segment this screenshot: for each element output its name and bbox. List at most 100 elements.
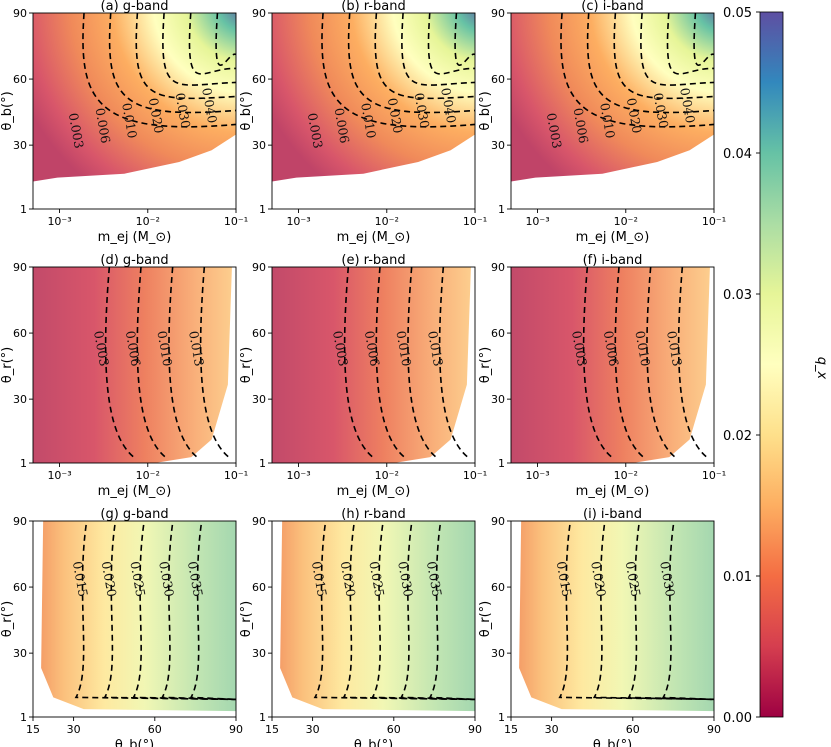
y-tick-label: 30: [252, 139, 266, 152]
x-axis-label: m_ej (M_⊙): [337, 484, 411, 499]
y-tick-label: 90: [13, 261, 27, 274]
no-data-region: [33, 134, 236, 209]
contour-line: [666, 12, 715, 75]
contour-line: [199, 266, 230, 458]
contour-line: [162, 12, 237, 86]
contour-line: [677, 266, 708, 458]
x-tick-label: 60: [626, 723, 640, 736]
y-tick-label: 1: [20, 203, 27, 216]
contour-label: 0.010: [358, 102, 379, 140]
heatmap-field: [272, 521, 475, 717]
x-tick-label: 10⁻³: [286, 215, 310, 228]
y-tick-label: 60: [252, 581, 266, 594]
contour-line: [613, 12, 715, 100]
contour-label: 0.025: [127, 560, 148, 598]
contour-line: [560, 12, 715, 128]
x-tick-label: 10⁻²: [614, 215, 638, 228]
no-data-region: [272, 521, 475, 717]
contour-line: [375, 266, 405, 458]
x-tick-label: 30: [306, 723, 320, 736]
y-tick-label: 30: [491, 139, 505, 152]
colorbar-tick-label: 0.03: [723, 288, 752, 303]
x-tick-label: 10⁻³: [525, 469, 549, 482]
contour-line: [407, 266, 437, 458]
no-data-region: [33, 521, 236, 717]
contour-label: 0.010: [632, 330, 653, 368]
contour-label: 0.030: [657, 560, 678, 598]
contour-label: 0.010: [393, 330, 414, 368]
x-tick-label: 90: [229, 723, 243, 736]
contour-line: [108, 12, 237, 114]
contour-label: 0.006: [123, 330, 144, 368]
contour-label: 0.030: [412, 92, 433, 130]
no-data-region: [272, 134, 475, 209]
y-tick-label: 1: [498, 457, 505, 470]
contour-label: 0.003: [91, 330, 112, 368]
x-tick-label: 10⁻³: [286, 469, 310, 482]
y-tick-label: 90: [252, 7, 266, 20]
contour-line: [343, 266, 374, 458]
y-tick-label: 1: [498, 711, 505, 724]
y-tick-label: 60: [13, 581, 27, 594]
y-tick-label: 1: [259, 457, 266, 470]
axes-frame: [510, 520, 715, 718]
x-axis-label: m_ej (M_⊙): [98, 230, 172, 245]
panel-title: (g) g-band: [100, 507, 168, 522]
x-tick-label: 10⁻²: [136, 469, 160, 482]
x-tick-label: 10⁻¹: [702, 215, 726, 228]
y-axis-label: θ_r(°): [0, 601, 15, 637]
axes-frame: [271, 520, 476, 718]
panel-a: 0.003 0.006 0.010 0.020 0.030 0.040 (a) g-band…: [0, 0, 248, 245]
panel-title: (a) g-band: [101, 0, 169, 14]
y-axis-label: θ_r(°): [239, 347, 254, 383]
y-tick-label: 60: [491, 581, 505, 594]
contour-line: [168, 266, 198, 458]
panel-title: (b) r-band: [341, 0, 405, 14]
y-tick-label: 90: [252, 515, 266, 528]
x-tick-label: 10⁻¹: [224, 215, 248, 228]
contour-line: [614, 266, 644, 458]
contour-label: 0.035: [424, 560, 445, 598]
x-axis-label: m_ej (M_⊙): [576, 484, 650, 499]
y-axis-label: θ_r(°): [0, 347, 15, 383]
contour-line: [640, 12, 715, 86]
contour-label: 0.013: [425, 330, 446, 368]
contour-label: 0.013: [664, 330, 685, 368]
contour-line: [188, 12, 237, 75]
contour-label: 0.020: [338, 560, 359, 598]
x-tick-label: 10⁻¹: [463, 469, 487, 482]
x-tick-label: 30: [67, 723, 81, 736]
contour-line: [646, 266, 676, 458]
contour-label: 0.020: [385, 97, 406, 135]
axes-frame: [510, 266, 715, 464]
contour-label: 0.006: [570, 107, 591, 145]
y-tick-label: 60: [252, 73, 266, 86]
y-tick-label: 1: [20, 711, 27, 724]
contour-label: 0.040: [199, 87, 220, 125]
x-tick-label: 15: [265, 723, 279, 736]
panel-f: 0.003 0.006 0.010 0.013 (f) i-band 10⁻³ 10⁻² 10…: [478, 253, 726, 499]
contour-label: 0.020: [146, 97, 167, 135]
x-axis-label: θ_b(°): [354, 738, 393, 747]
panel-title: (h) r-band: [341, 507, 405, 522]
contour-label: 0.020: [588, 560, 609, 598]
x-tick-label: 10⁻³: [47, 215, 71, 228]
y-axis-label: θ_r(°): [239, 601, 254, 637]
y-tick-label: 30: [13, 139, 27, 152]
axes-frame: [32, 266, 237, 464]
x-axis-label: θ_b(°): [593, 738, 632, 747]
axes-frame: [271, 12, 476, 210]
contour-line: [136, 266, 166, 458]
y-axis-label: θ_r(°): [478, 347, 493, 383]
colorbar-tick-label: 0.04: [723, 147, 752, 162]
x-tick-label: 90: [707, 723, 721, 736]
contour-label: 0.015: [554, 560, 575, 598]
panel-title: (i) i-band: [583, 507, 642, 522]
axes-frame: [32, 520, 237, 718]
panel-title: (e) r-band: [341, 253, 405, 268]
contour-label: 0.015: [309, 560, 330, 598]
contour-line: [135, 12, 237, 100]
y-tick-label: 30: [13, 393, 27, 406]
contour-label: 0.020: [624, 97, 645, 135]
